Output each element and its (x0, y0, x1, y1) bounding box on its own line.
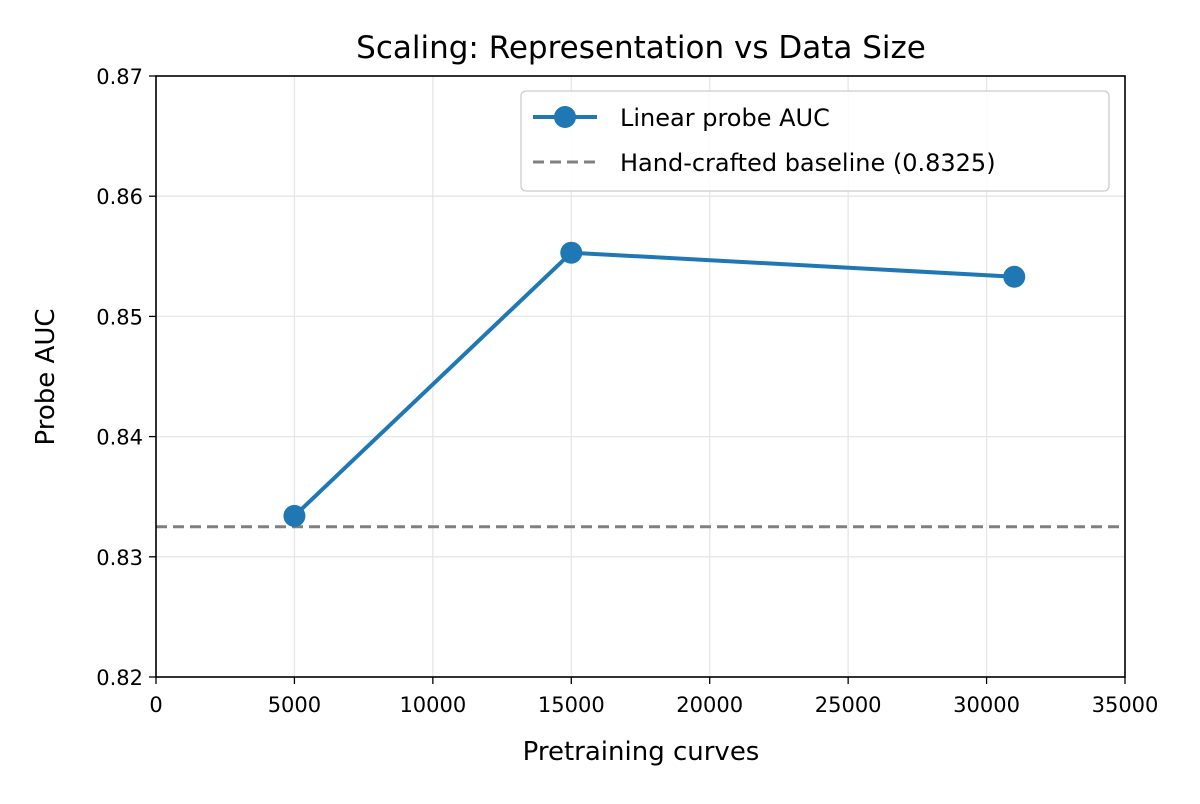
x-tick-label: 35000 (1092, 693, 1159, 717)
y-tick-label: 0.83 (96, 546, 143, 570)
legend-series-label: Linear probe AUC (620, 104, 830, 132)
x-axis-ticks: 0 5000 10000 15000 20000 25000 30000 35000 (149, 677, 1158, 717)
legend-series-marker (554, 106, 576, 128)
y-axis-label: Probe AUC (31, 309, 61, 446)
y-tick-label: 0.86 (96, 185, 143, 209)
legend-box (520, 90, 1110, 192)
x-tick-label: 20000 (676, 693, 743, 717)
x-tick-label: 15000 (538, 693, 605, 717)
chart-title: Scaling: Representation vs Data Size (356, 30, 926, 66)
data-point (560, 241, 583, 264)
legend-baseline-label: Hand-crafted baseline (0.8325) (620, 149, 996, 177)
x-tick-label: 25000 (815, 693, 882, 717)
data-point (283, 504, 306, 527)
series-layer (283, 241, 1026, 527)
y-axis-ticks: 0.82 0.83 0.84 0.85 0.86 0.87 (96, 65, 156, 690)
y-tick-label: 0.82 (96, 666, 143, 690)
y-tick-label: 0.84 (96, 426, 143, 450)
legend: Linear probe AUC Hand-crafted baseline (… (520, 90, 1110, 192)
x-tick-label: 10000 (399, 693, 466, 717)
x-tick-label: 30000 (953, 693, 1020, 717)
y-tick-label: 0.85 (96, 305, 143, 329)
plot-frame (155, 75, 1126, 678)
x-tick-label: 5000 (268, 693, 321, 717)
y-tick-label: 0.87 (96, 65, 143, 89)
x-tick-label: 0 (149, 693, 162, 717)
x-axis-label: Pretraining curves (523, 737, 760, 767)
data-point (1003, 265, 1026, 288)
